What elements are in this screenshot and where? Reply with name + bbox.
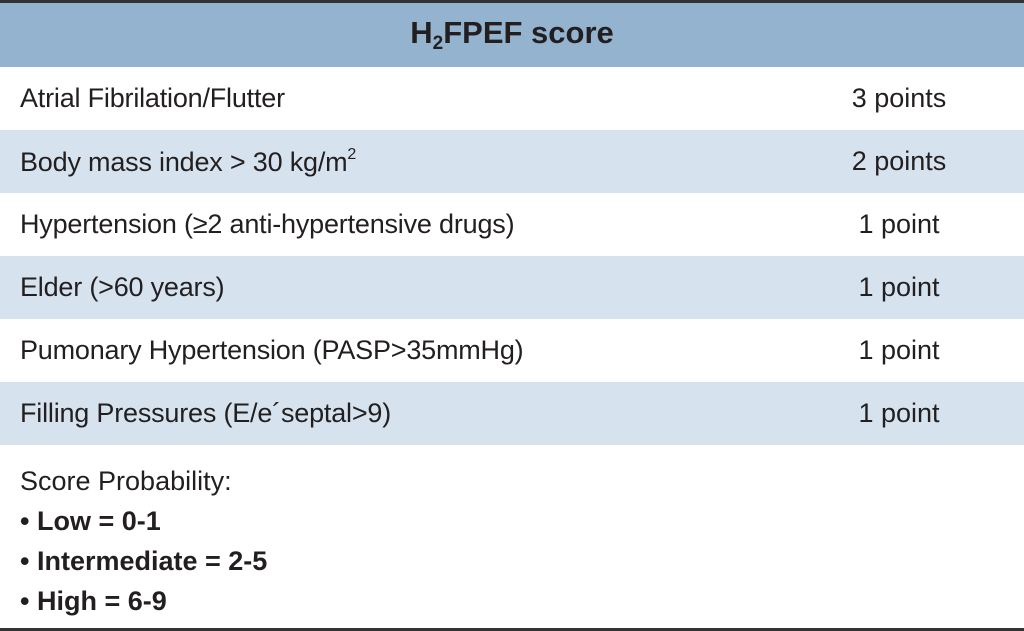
table-row: Elder (>60 years) 1 point	[0, 256, 1024, 319]
probability-item: • High = 6-9	[20, 586, 167, 616]
probability-item: • Intermediate = 2-5	[20, 546, 268, 576]
criterion-text: Body mass index > 30 kg/m	[20, 146, 348, 177]
probability-text: High = 6-9	[36, 586, 167, 616]
title: H2FPEF score	[410, 15, 614, 55]
table-footer: Score Probability: • Low = 0-1 • Intermed…	[0, 445, 1024, 621]
criterion: Hypertension (≥2 anti-hypertensive drugs…	[20, 209, 515, 239]
table-row: Atrial Fibrilation/Flutter 3 points	[0, 67, 1024, 130]
points: 1 point	[858, 398, 940, 428]
probability-text: Low = 0-1	[36, 506, 161, 536]
points: 1 point	[858, 335, 940, 365]
title-part: H	[410, 15, 433, 50]
criterion: Body mass index > 30 kg/m2	[0, 146, 774, 178]
title-subscript: 2	[432, 33, 444, 54]
table-header: H2FPEF score	[0, 3, 1024, 67]
table-body: Atrial Fibrilation/Flutter 3 points Body m…	[0, 67, 1024, 445]
points: 1 point	[858, 272, 940, 302]
criterion: Elder (>60 years)	[20, 272, 225, 302]
table-row: Hypertension (≥2 anti-hypertensive drugs…	[0, 193, 1024, 256]
points: 2 points	[851, 146, 947, 176]
points: 3 points	[851, 83, 947, 113]
table-row: Pumonary Hypertension (PASP>35mmHg) 1 poi…	[0, 319, 1024, 382]
superscript: 2	[347, 145, 357, 163]
probability-list: • Low = 0-1 • Intermediate = 2-5 • High = …	[20, 501, 1024, 621]
probability-item: • Low = 0-1	[20, 506, 161, 536]
points: 1 point	[858, 209, 940, 239]
table-row: Body mass index > 30 kg/m2 2 points	[0, 130, 1024, 193]
footer-heading: Score Probability:	[20, 466, 232, 496]
title-part: FPEF score	[443, 15, 614, 50]
criterion: Pumonary Hypertension (PASP>35mmHg)	[20, 335, 524, 365]
criterion: Filling Pressures (E/e´septal>9)	[20, 398, 391, 428]
probability-text: Intermediate = 2-5	[36, 546, 268, 576]
criterion: Atrial Fibrilation/Flutter	[20, 83, 285, 113]
table-row: Filling Pressures (E/e´septal>9) 1 point	[0, 382, 1024, 445]
